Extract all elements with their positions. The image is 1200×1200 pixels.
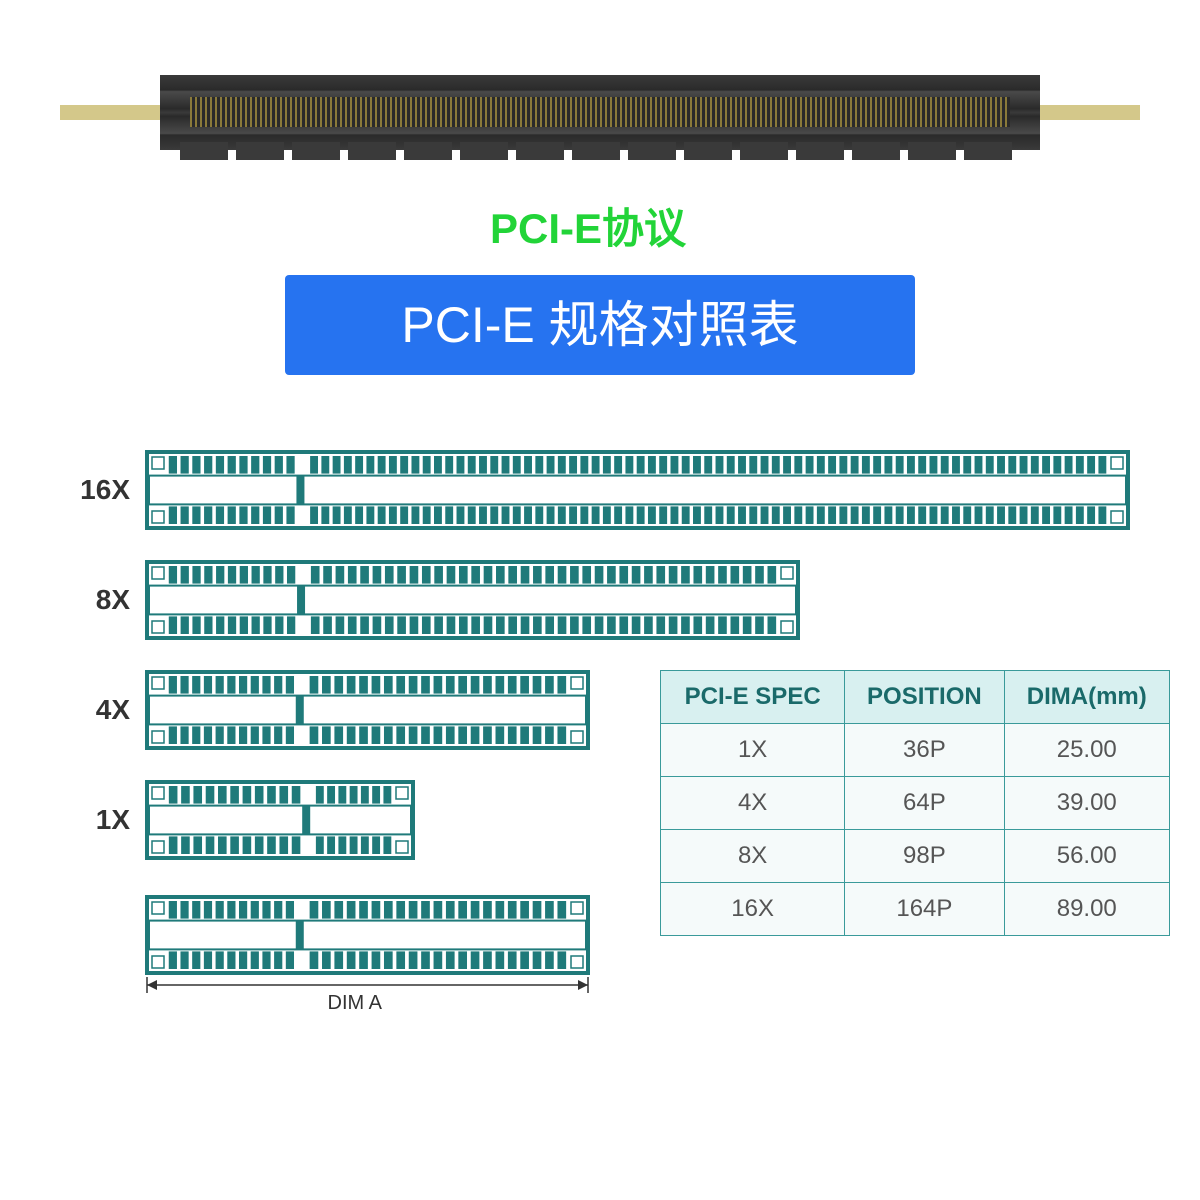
table-row: 1X36P25.00 [661,724,1170,777]
slot-diagram [145,670,590,750]
connector-pin-left [60,105,175,120]
slot-label: 16X [50,474,130,506]
table-cell: 25.00 [1004,724,1169,777]
connector-pin-right [1025,105,1140,120]
table-cell: 89.00 [1004,883,1169,936]
slot-row-16x: 16X [50,450,1130,530]
dim-a-slot-row: X [50,895,590,975]
slot-row-1x: 1X [50,780,415,860]
slot-diagram [145,560,800,640]
dim-a-slot-diagram [145,895,590,975]
slot-diagram [145,780,415,860]
slot-row-8x: 8X [50,560,800,640]
protocol-title: PCI-E协议 [490,195,686,256]
dim-a-label: DIM A [328,992,382,1015]
spec-table-title: PCI-E 规格对照表 [285,275,915,375]
table-row: 16X164P89.00 [661,883,1170,936]
table-row: 8X98P56.00 [661,830,1170,883]
slot-diagram [145,450,1130,530]
slot-label: 8X [50,584,130,616]
connector-contacts [190,97,1010,127]
spec-table: PCI-E SPECPOSITIONDIMA(mm)1X36P25.004X64… [660,670,1170,936]
table-cell: 36P [845,724,1004,777]
table-cell: 64P [845,777,1004,830]
table-header: PCI-E SPEC [661,671,845,724]
slot-label: 4X [50,694,130,726]
slot-label: 1X [50,804,130,836]
table-header: POSITION [845,671,1004,724]
connector-photo [60,65,1140,160]
table-cell: 4X [661,777,845,830]
table-cell: 1X [661,724,845,777]
table-cell: 56.00 [1004,830,1169,883]
table-cell: 8X [661,830,845,883]
table-cell: 39.00 [1004,777,1169,830]
table-row: 4X64P39.00 [661,777,1170,830]
table-header: DIMA(mm) [1004,671,1169,724]
table-cell: 16X [661,883,845,936]
table-cell: 98P [845,830,1004,883]
table-cell: 164P [845,883,1004,936]
connector-teeth [180,142,1020,160]
slot-row-4x: 4X [50,670,590,750]
